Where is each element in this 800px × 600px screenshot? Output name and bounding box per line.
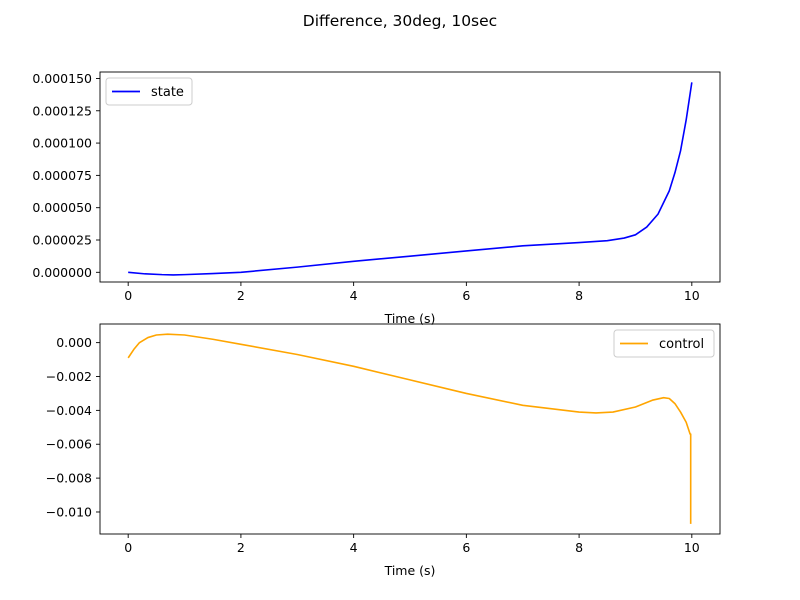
y-tick-label: 0.000100 [32,136,92,151]
legend-box [613,329,715,358]
y-tick-label: 0.000075 [32,168,92,183]
y-tick-label: 0.000050 [32,200,92,215]
figure-title: Difference, 30deg, 10sec [303,12,497,30]
y-tick-label: 0.000150 [32,71,92,86]
x-tick-label: 10 [684,540,700,555]
axes-frame [99,323,721,535]
y-tick-label: −0.002 [46,369,92,384]
x-tick-label: 4 [350,288,358,303]
series-line-state [128,82,693,276]
x-tick-label: 0 [124,288,132,303]
y-tick-label: −0.004 [46,403,92,418]
x-axis-label: Time (s) [384,563,436,578]
x-axis-label: Time (s) [384,311,436,326]
x-tick-label: 2 [237,288,245,303]
x-tick-label: 0 [124,540,132,555]
x-tick-label: 4 [350,540,358,555]
y-tick-label: 0.000000 [32,265,92,280]
x-tick-label: 8 [575,540,583,555]
axes-frame [99,71,721,283]
subplot-2: 0 2 4 6 8 10 0.000 −0.002 −0.004 −0.006 −0.008 −0.0… [46,323,721,578]
series-line-control [127,333,692,524]
y-tick-label: 0.000 [56,335,92,350]
y-tick-label: 0.000025 [32,233,92,248]
y-tick-label: −0.006 [46,437,92,452]
x-tick-label: 10 [684,288,700,303]
x-tick-label: 6 [462,288,470,303]
subplot-1: 0 2 4 6 8 10 0.000000 0.000025 0.000050 0.000075 0… [32,71,721,326]
subplots: 0 2 4 6 8 10 0.000000 0.000025 0.000050 0.000075 0… [32,71,721,578]
legend: state [105,77,193,106]
y-tick-label: −0.010 [46,504,92,519]
legend-label-control: control [659,337,704,352]
x-tick-label: 2 [237,540,245,555]
legend-label-state: state [151,85,184,100]
y-tick-label: −0.008 [46,471,92,486]
legend: control [613,329,715,358]
x-tick-label: 6 [462,540,470,555]
y-tick-label: 0.000125 [32,103,92,118]
x-tick-label: 8 [575,288,583,303]
legend-box [105,77,193,106]
